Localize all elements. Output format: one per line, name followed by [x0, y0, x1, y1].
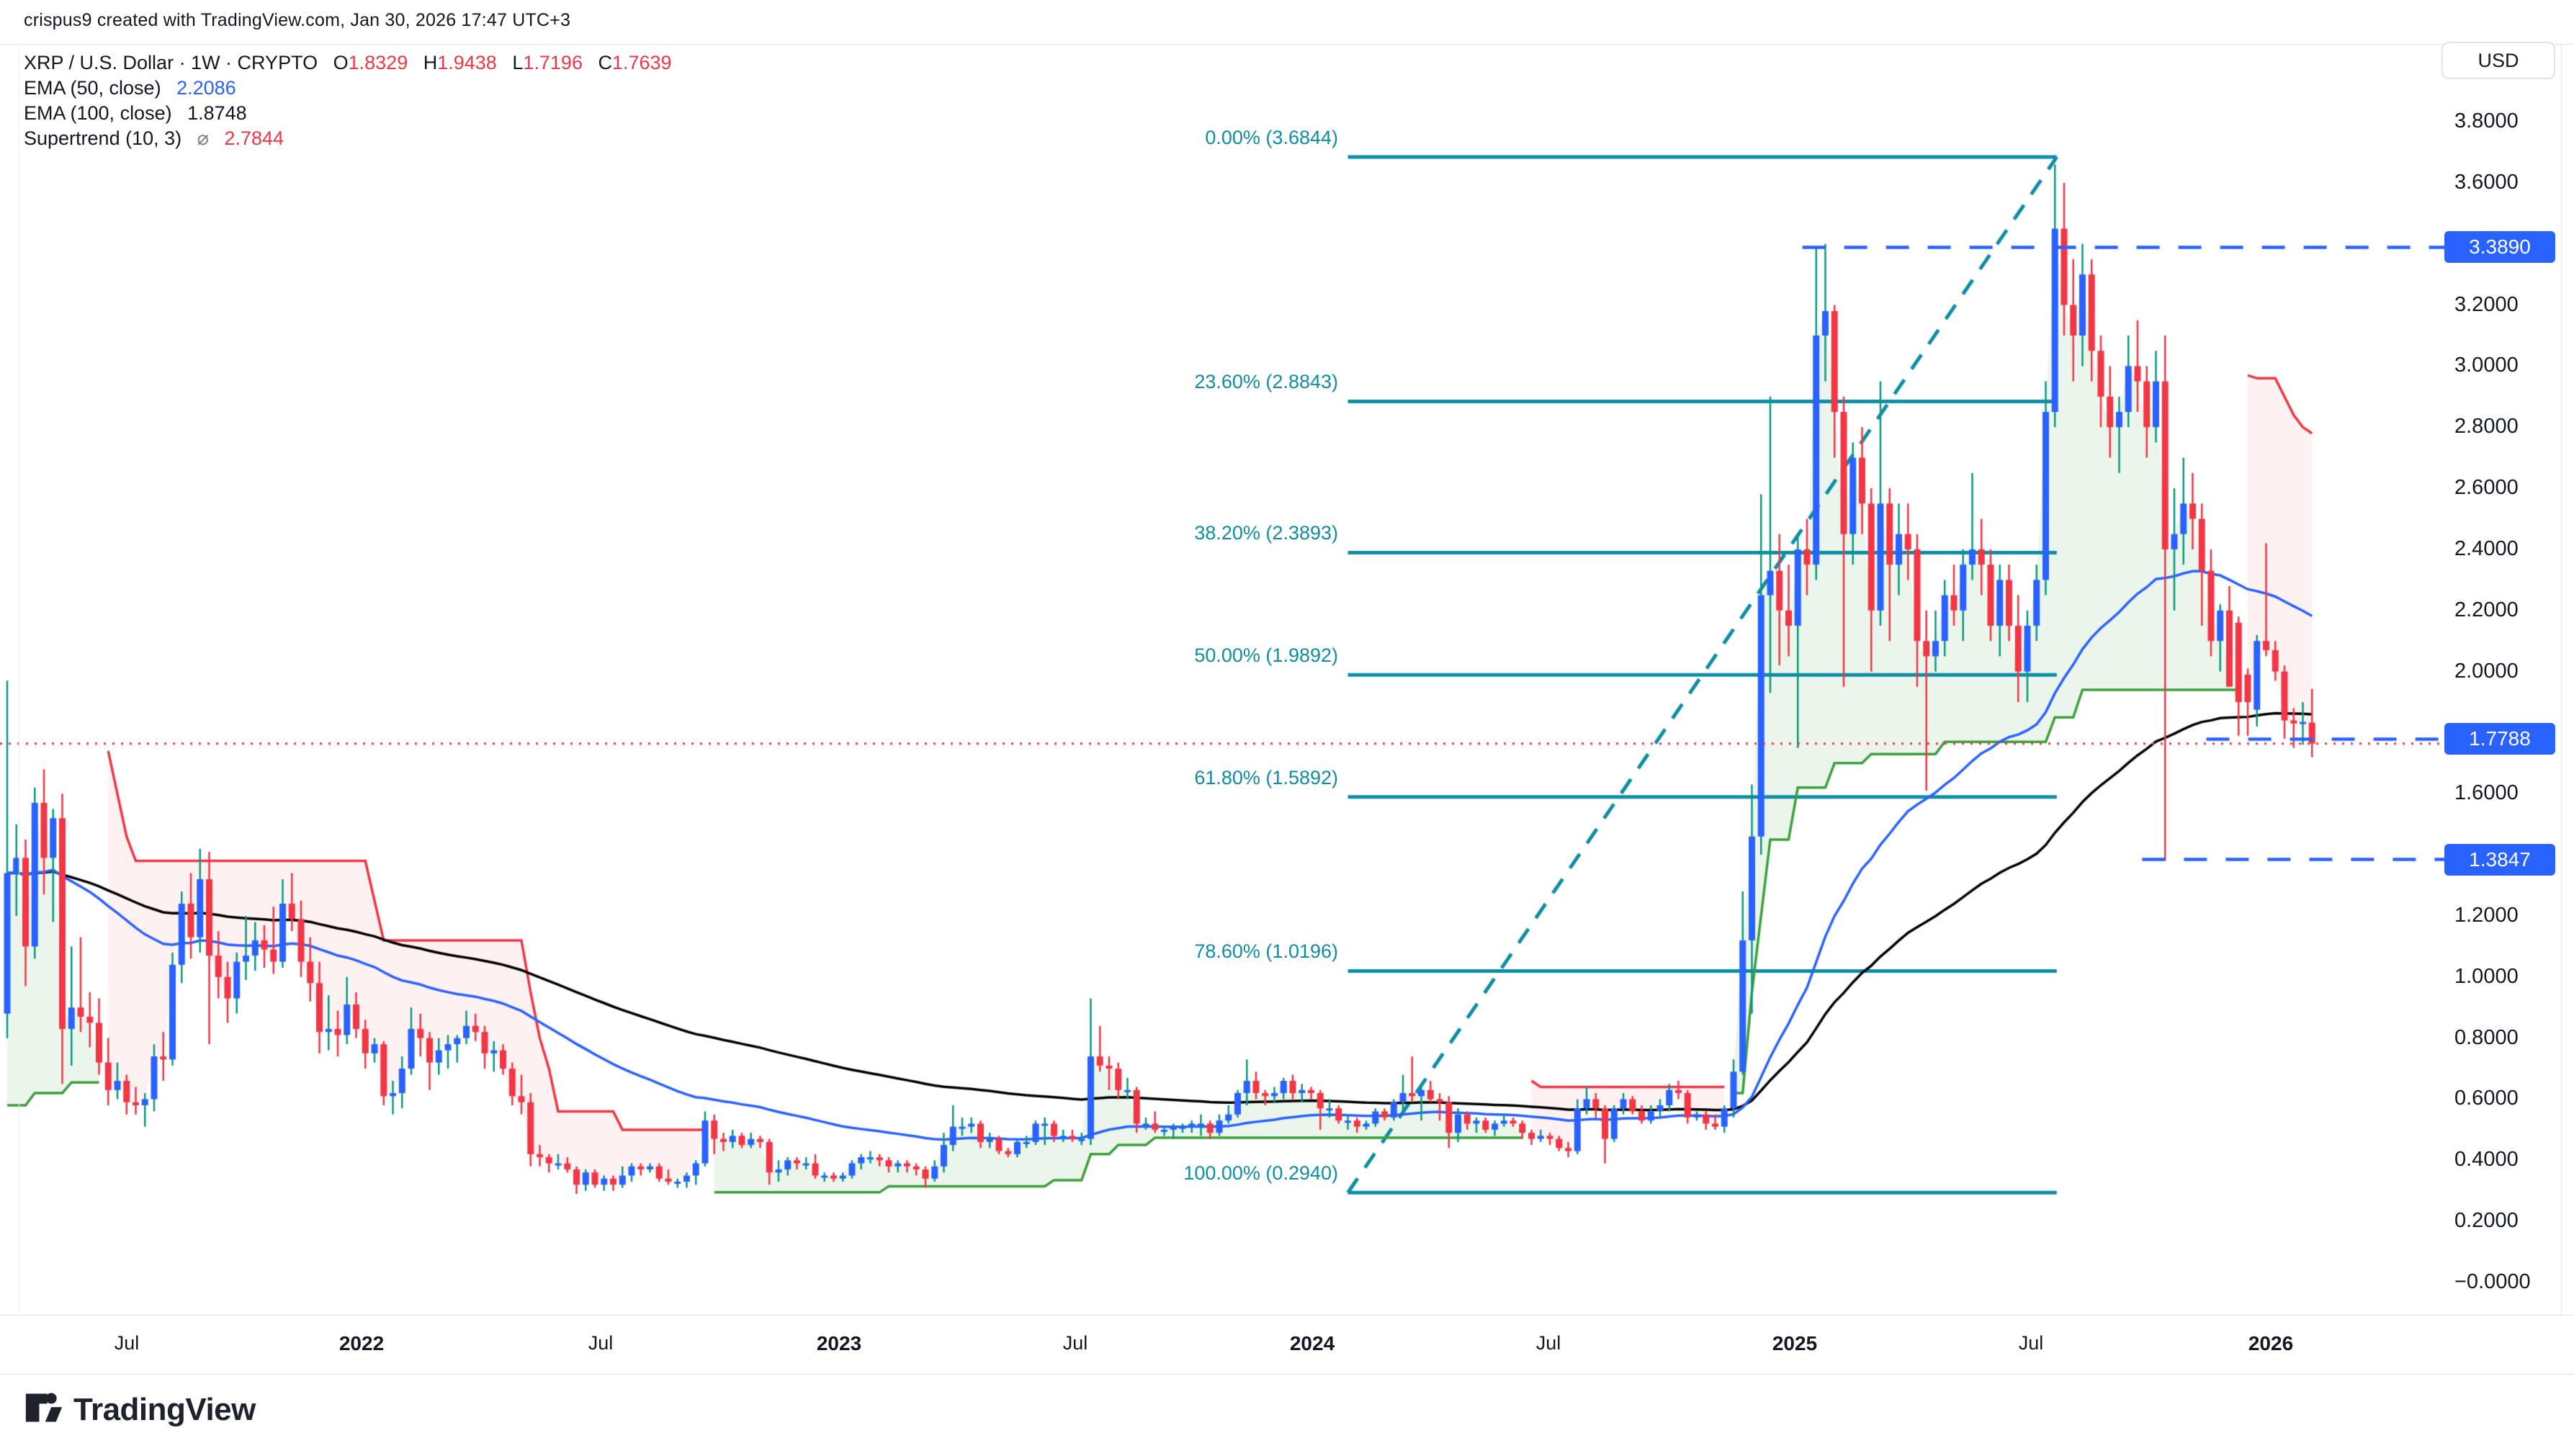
ema100-value: 1.8748	[187, 102, 247, 124]
fib-level-label: 100.00% (0.2940)	[1183, 1162, 1338, 1185]
ema100-label: EMA (100, close)	[24, 102, 172, 124]
symbol-legend: XRP / U.S. Dollar · 1W · CRYPTO O1.8329 …	[24, 50, 672, 151]
fib-level-label: 61.80% (1.5892)	[1194, 766, 1338, 788]
time-axis-top-border	[0, 1315, 2574, 1316]
price-badge: 3.3890	[2444, 231, 2555, 264]
tradingview-logo-mark-icon	[24, 1388, 63, 1431]
ohlc-high-value: 1.9438	[437, 52, 497, 73]
price-tick: 2.0000	[2454, 659, 2519, 683]
fib-level-label: 50.00% (1.9892)	[1194, 644, 1338, 667]
price-tick: 2.2000	[2454, 598, 2519, 621]
price-tick: −0.0000	[2454, 1270, 2531, 1293]
price-tick: 3.6000	[2454, 170, 2519, 194]
ohlc-low-label: L	[512, 52, 524, 73]
time-tick-year: 2023	[816, 1332, 862, 1354]
price-tick: 1.0000	[2454, 964, 2519, 988]
price-tick: 2.8000	[2454, 415, 2519, 439]
price-tick: 3.0000	[2454, 354, 2519, 377]
ohlc-low-value: 1.7196	[523, 52, 583, 73]
legend-ema50-row[interactable]: EMA (50, close) 2.2086	[24, 76, 672, 101]
attribution-bar: crispus9 created with TradingView.com, J…	[24, 10, 571, 30]
symbol-title: XRP / U.S. Dollar · 1W · CRYPTO	[24, 52, 318, 73]
price-tick: 2.4000	[2454, 536, 2519, 560]
price-tick: 0.8000	[2454, 1025, 2519, 1049]
legend-symbol-row[interactable]: XRP / U.S. Dollar · 1W · CRYPTO O1.8329 …	[24, 50, 672, 76]
ohlc-open-label: O	[333, 52, 349, 73]
time-axis-bottom-border	[0, 1374, 2574, 1375]
time-tick-year: 2025	[1772, 1332, 1818, 1354]
usd-button[interactable]: USD	[2441, 42, 2555, 79]
fib-level-label: 78.60% (1.0196)	[1194, 940, 1338, 963]
price-tick: 1.6000	[2454, 781, 2519, 805]
time-tick-year: 2022	[338, 1332, 385, 1354]
ohlc-close-value: 1.7639	[611, 52, 672, 73]
fib-level-label: 0.00% (3.6844)	[1205, 127, 1338, 149]
time-tick-month: Jul	[114, 1332, 140, 1354]
ohlc-high-label: H	[423, 52, 438, 73]
time-tick-month: Jul	[1535, 1332, 1561, 1354]
legend-supertrend-row[interactable]: Supertrend (10, 3) ⌀ 2.7844	[24, 126, 672, 151]
ema50-value: 2.2086	[176, 77, 236, 99]
chart-canvas[interactable]	[0, 43, 2449, 1315]
fib-level-label: 23.60% (2.8843)	[1194, 371, 1338, 393]
time-tick-month: Jul	[1062, 1332, 1088, 1354]
fib-level-label: 38.20% (2.3893)	[1194, 522, 1338, 544]
price-badge: 1.7788	[2444, 723, 2555, 755]
price-tick: 1.2000	[2454, 903, 2519, 927]
ohlc-open-value: 1.8329	[348, 52, 408, 73]
legend-ema100-row[interactable]: EMA (100, close) 1.8748	[24, 101, 672, 126]
supertrend-value: 2.7844	[224, 127, 284, 149]
supertrend-label: Supertrend (10, 3)	[24, 127, 182, 149]
diameter-icon: ⌀	[197, 127, 209, 149]
price-badge: 1.3847	[2444, 843, 2555, 876]
price-tick: 3.2000	[2454, 292, 2519, 316]
price-tick: 3.8000	[2454, 109, 2519, 133]
time-tick-year: 2024	[1289, 1332, 1335, 1354]
price-tick: 0.6000	[2454, 1087, 2519, 1110]
time-tick-month: Jul	[2018, 1332, 2044, 1354]
tradingview-logo[interactable]: TradingView	[24, 1388, 256, 1431]
price-tick: 0.4000	[2454, 1148, 2519, 1172]
price-tick: 0.2000	[2454, 1209, 2519, 1233]
ema50-label: EMA (50, close)	[24, 77, 161, 99]
ohlc-close-label: C	[598, 52, 612, 73]
time-tick-year: 2026	[2248, 1332, 2294, 1354]
axis-right-border	[2561, 44, 2562, 1315]
price-tick: 2.6000	[2454, 476, 2519, 500]
tradingview-logo-wordmark: TradingView	[73, 1391, 256, 1427]
time-tick-month: Jul	[588, 1332, 614, 1354]
